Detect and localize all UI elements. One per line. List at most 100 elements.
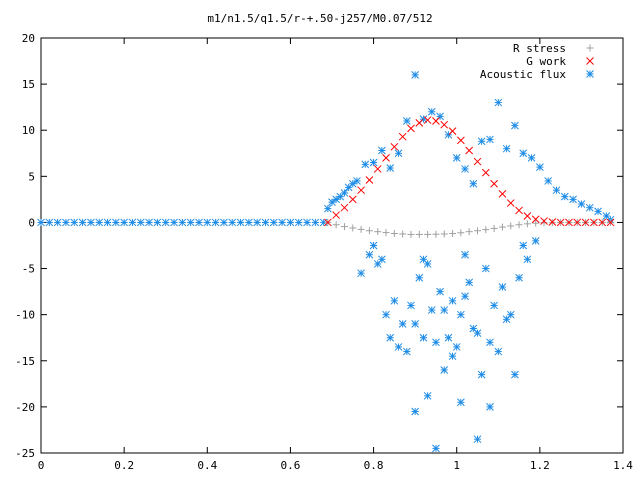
data-marks [37, 71, 615, 453]
data-point [161, 218, 170, 227]
data-point [498, 223, 506, 231]
data-point [415, 230, 423, 238]
data-point [390, 296, 399, 305]
y-tick-label: -25 [15, 447, 35, 460]
data-point [382, 229, 390, 237]
data-point [519, 149, 528, 158]
data-point [323, 218, 332, 227]
data-point [577, 200, 586, 208]
data-point [469, 179, 478, 188]
data-point [386, 164, 395, 172]
data-point [398, 132, 407, 141]
data-point [415, 118, 424, 127]
data-point [556, 218, 565, 227]
data-point [490, 179, 498, 188]
data-point [515, 206, 523, 215]
data-point [286, 218, 295, 227]
data-point [378, 146, 386, 155]
data-point [195, 218, 203, 227]
y-tick-label: -10 [15, 309, 35, 322]
data-point [303, 218, 311, 227]
data-point [70, 218, 79, 227]
y-tick-label: 20 [22, 32, 35, 45]
data-point [423, 391, 432, 400]
data-point [457, 310, 465, 319]
y-tick-label: 5 [28, 170, 35, 183]
data-point [261, 218, 270, 227]
data-point [411, 407, 419, 416]
data-point [523, 255, 532, 264]
legend-label: Acoustic flux [480, 68, 566, 81]
data-point [62, 218, 70, 227]
data-point [398, 320, 407, 328]
data-point [527, 154, 536, 162]
y-tick-label: 10 [22, 124, 35, 137]
data-point [457, 136, 465, 145]
data-point [440, 230, 448, 238]
data-point [432, 230, 440, 238]
data-point [411, 320, 419, 328]
data-point [407, 301, 415, 310]
data-point [457, 398, 465, 407]
data-point [448, 352, 457, 361]
data-point [399, 230, 407, 238]
data-point [37, 218, 45, 227]
data-point [432, 117, 440, 125]
data-point [382, 310, 390, 319]
data-point [382, 154, 390, 162]
data-point [411, 71, 419, 79]
legend-marker [586, 70, 594, 78]
data-point [136, 218, 145, 227]
data-point [170, 218, 178, 227]
x-axis: 0 0.2 0.4 0.6 0.8 1 1.2 1.4 [38, 38, 633, 472]
data-point [486, 403, 494, 411]
y-axis: 20 15 10 5 0 -5 -10 -15 -20 -25 [15, 32, 623, 460]
x-tick-label: 1.2 [530, 459, 550, 472]
y-tick-label: 15 [22, 78, 35, 91]
data-point [544, 177, 553, 185]
plot-frame [40, 37, 624, 454]
data-point [511, 121, 519, 130]
data-point [103, 218, 112, 227]
data-point [374, 228, 382, 236]
data-point [477, 370, 486, 379]
data-point [332, 211, 341, 219]
data-point [531, 215, 540, 224]
data-point [531, 237, 540, 245]
data-point [365, 227, 373, 235]
data-point [145, 218, 153, 227]
data-point [427, 107, 436, 116]
data-point [386, 333, 395, 342]
data-point [511, 370, 519, 379]
data-point [581, 218, 590, 227]
data-point [452, 154, 461, 162]
data-point [186, 218, 195, 227]
data-point [461, 292, 469, 301]
data-point [506, 310, 515, 319]
data-point [423, 116, 432, 124]
data-point [236, 218, 245, 227]
data-point [278, 218, 286, 227]
data-point [465, 278, 474, 287]
data-point [452, 343, 461, 351]
data-point [536, 163, 544, 171]
data-point [378, 255, 386, 264]
data-point [498, 190, 507, 198]
data-point [444, 333, 453, 342]
data-point [220, 218, 228, 227]
data-point [477, 137, 486, 146]
data-point [357, 269, 365, 278]
data-point [502, 315, 511, 324]
data-point [340, 189, 349, 197]
data-point [394, 149, 403, 158]
data-point [506, 199, 515, 207]
data-point [523, 212, 532, 220]
data-point [457, 229, 465, 237]
data-point [560, 192, 569, 201]
data-point [473, 157, 482, 166]
data-point [515, 273, 523, 282]
data-point [490, 301, 498, 310]
x-tick-label: 0.8 [364, 459, 384, 472]
